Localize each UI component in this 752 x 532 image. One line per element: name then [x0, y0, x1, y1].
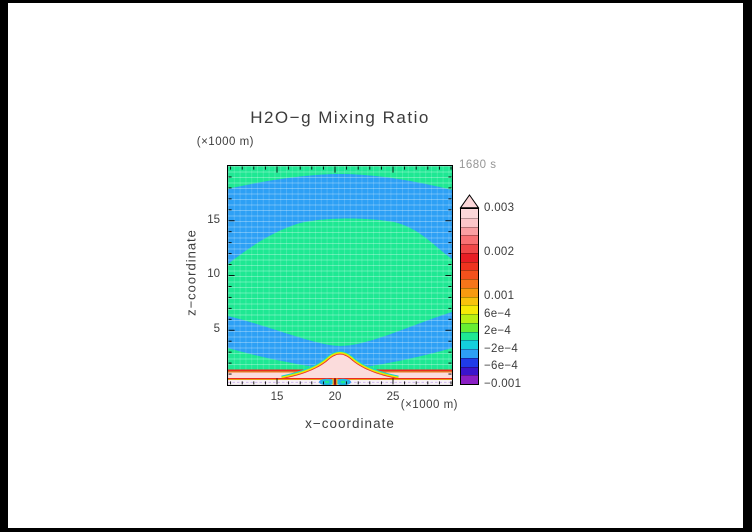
- z-tick-label-15: 15: [207, 214, 220, 226]
- time-label: 1680 s: [459, 159, 497, 171]
- colorbar-band: [461, 357, 478, 367]
- colorbar-band: [461, 314, 478, 323]
- colorbar-band: [461, 296, 478, 306]
- x-axis-title: x−coordinate: [305, 416, 395, 431]
- colorbar-band: [461, 331, 478, 341]
- frame-border-right: [743, 0, 752, 532]
- colorbar-band: [461, 366, 478, 376]
- colorbar-band: [461, 252, 478, 262]
- z-tick-label-5: 5: [213, 323, 220, 335]
- colorbar-tick-label: 0.001: [484, 290, 515, 302]
- colorbar-tick-label: 0.002: [484, 246, 515, 258]
- grid-texture-overlay: [228, 166, 452, 370]
- colorbar-band: [461, 340, 478, 349]
- x-axis-unit-label: (×1000 m): [400, 399, 458, 411]
- colorbar-labels: 0.003 0.002 0.001 6e−4 2e−4 −2e−4 −6e−4 −0.001: [484, 0, 544, 532]
- z-tick-label-10: 10: [207, 268, 220, 280]
- surface-plume-dome: [281, 350, 399, 378]
- colorbar-band: [461, 287, 478, 297]
- colorbar-band: [461, 226, 478, 236]
- colorbar-tick-label: 2e−4: [484, 325, 512, 338]
- colorbar-tick-label: −2e−4: [484, 342, 519, 355]
- x-tick-label-15: 15: [270, 391, 284, 403]
- colorbar-bands: [460, 208, 479, 385]
- colorbar-band: [461, 261, 478, 271]
- colorbar-band: [461, 209, 478, 218]
- colorbar-band: [461, 322, 478, 332]
- colorbar-band: [461, 279, 478, 288]
- colorbar-band: [461, 349, 478, 358]
- plot-frame: [227, 165, 453, 386]
- z-axis-title: z−coordinate: [183, 229, 199, 316]
- x-tick-label-20: 20: [328, 391, 342, 403]
- colorbar-band: [461, 235, 478, 244]
- frame-border-bottom: [0, 528, 752, 532]
- contour-field: [227, 165, 453, 386]
- colorbar-tick-label: 0.003: [484, 202, 515, 214]
- x-tick-label-25: 25: [386, 391, 400, 403]
- colorbar-arrow-cap: [459, 194, 480, 209]
- colorbar-band: [461, 270, 478, 279]
- colorbar-tick-label: −0.001: [484, 378, 522, 390]
- frame-border-top: [0, 0, 752, 3]
- colorbar-band: [461, 217, 478, 227]
- colorbar-tick-label: 6e−4: [484, 307, 512, 320]
- axis-ticks: [228, 166, 452, 385]
- colorbar-band: [461, 375, 478, 384]
- colorbar-band: [461, 305, 478, 314]
- z-axis-unit-label: (×1000 m): [196, 136, 254, 148]
- plot-title: H2O−g Mixing Ratio: [250, 108, 430, 127]
- colorbar-band: [461, 244, 478, 253]
- colorbar-tick-label: −6e−4: [484, 360, 519, 373]
- frame-border-left: [0, 0, 8, 532]
